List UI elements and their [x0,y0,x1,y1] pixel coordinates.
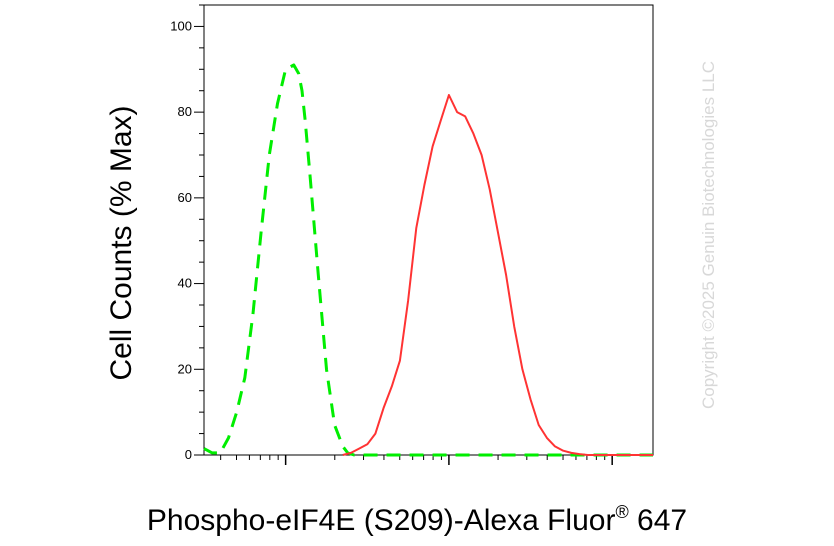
y-tick-label: 0 [185,447,192,462]
x-axis-title: Phospho-eIF4E (S209)-Alexa Fluor® 647 [147,502,687,537]
series-layer [203,63,653,457]
control-histogram-series [203,63,653,457]
sample-histogram-series [342,94,653,456]
copyright-watermark: Copyright ©2025 Genuin Biotechnologies L… [699,61,718,409]
plot-frame [203,4,654,456]
x-axis-title-main: Phospho-eIF4E (S209)-Alexa Fluor [147,504,616,537]
y-axis-title: Cell Counts (% Max) [105,105,138,380]
y-tick-label: 80 [178,104,192,119]
y-tick-label: 60 [178,190,192,205]
y-tick-label: 40 [178,276,192,291]
plot-border [203,4,654,456]
x-axis-title-superscript: ® [615,502,628,522]
x-axis [220,455,613,465]
x-axis-title-suffix: 647 [629,504,687,537]
y-axis: 0 20 40 60 80 100 [170,4,204,462]
y-tick-label: 20 [178,361,192,376]
y-tick-label: 100 [170,18,192,33]
